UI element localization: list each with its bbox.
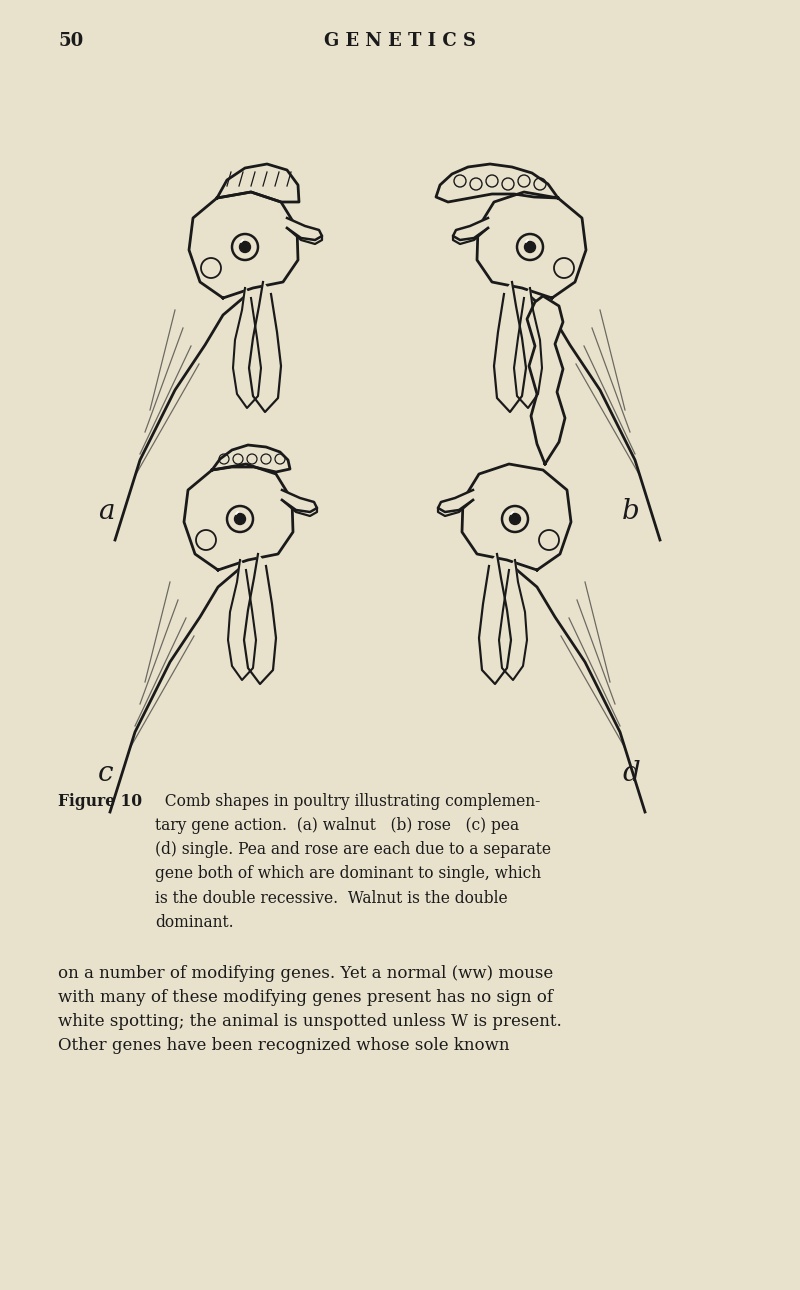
Circle shape xyxy=(196,530,216,550)
Polygon shape xyxy=(244,553,276,684)
Text: G E N E T I C S: G E N E T I C S xyxy=(324,32,476,50)
Text: c: c xyxy=(98,760,114,787)
Circle shape xyxy=(510,513,521,525)
Text: b: b xyxy=(622,498,640,525)
Text: on a number of modifying genes. Yet a normal (ww) mouse
with many of these modif: on a number of modifying genes. Yet a no… xyxy=(58,965,562,1054)
Polygon shape xyxy=(479,553,511,684)
Polygon shape xyxy=(217,164,299,203)
Circle shape xyxy=(502,506,528,531)
Polygon shape xyxy=(287,218,322,240)
Polygon shape xyxy=(499,560,527,680)
Circle shape xyxy=(517,233,543,261)
Text: Comb shapes in poultry illustrating complemen-
tary gene action.  (a) walnut   (: Comb shapes in poultry illustrating comp… xyxy=(155,793,551,931)
Polygon shape xyxy=(282,490,317,512)
Polygon shape xyxy=(436,164,558,203)
Circle shape xyxy=(239,241,250,253)
Polygon shape xyxy=(228,560,256,680)
Polygon shape xyxy=(438,490,473,512)
Text: a: a xyxy=(98,498,114,525)
Circle shape xyxy=(234,513,246,525)
Polygon shape xyxy=(453,218,488,240)
Polygon shape xyxy=(494,283,526,412)
Polygon shape xyxy=(514,288,542,408)
Polygon shape xyxy=(527,295,565,464)
Polygon shape xyxy=(477,192,586,298)
Polygon shape xyxy=(212,445,290,472)
Circle shape xyxy=(232,233,258,261)
Polygon shape xyxy=(189,192,298,298)
Polygon shape xyxy=(249,283,281,412)
Polygon shape xyxy=(233,288,261,408)
Text: Figure 10: Figure 10 xyxy=(58,793,142,810)
Polygon shape xyxy=(462,464,571,570)
Polygon shape xyxy=(184,464,293,570)
Circle shape xyxy=(554,258,574,279)
Circle shape xyxy=(525,241,535,253)
Text: d: d xyxy=(622,760,640,787)
Circle shape xyxy=(227,506,253,531)
Text: 50: 50 xyxy=(58,32,83,50)
Circle shape xyxy=(539,530,559,550)
Circle shape xyxy=(201,258,221,279)
